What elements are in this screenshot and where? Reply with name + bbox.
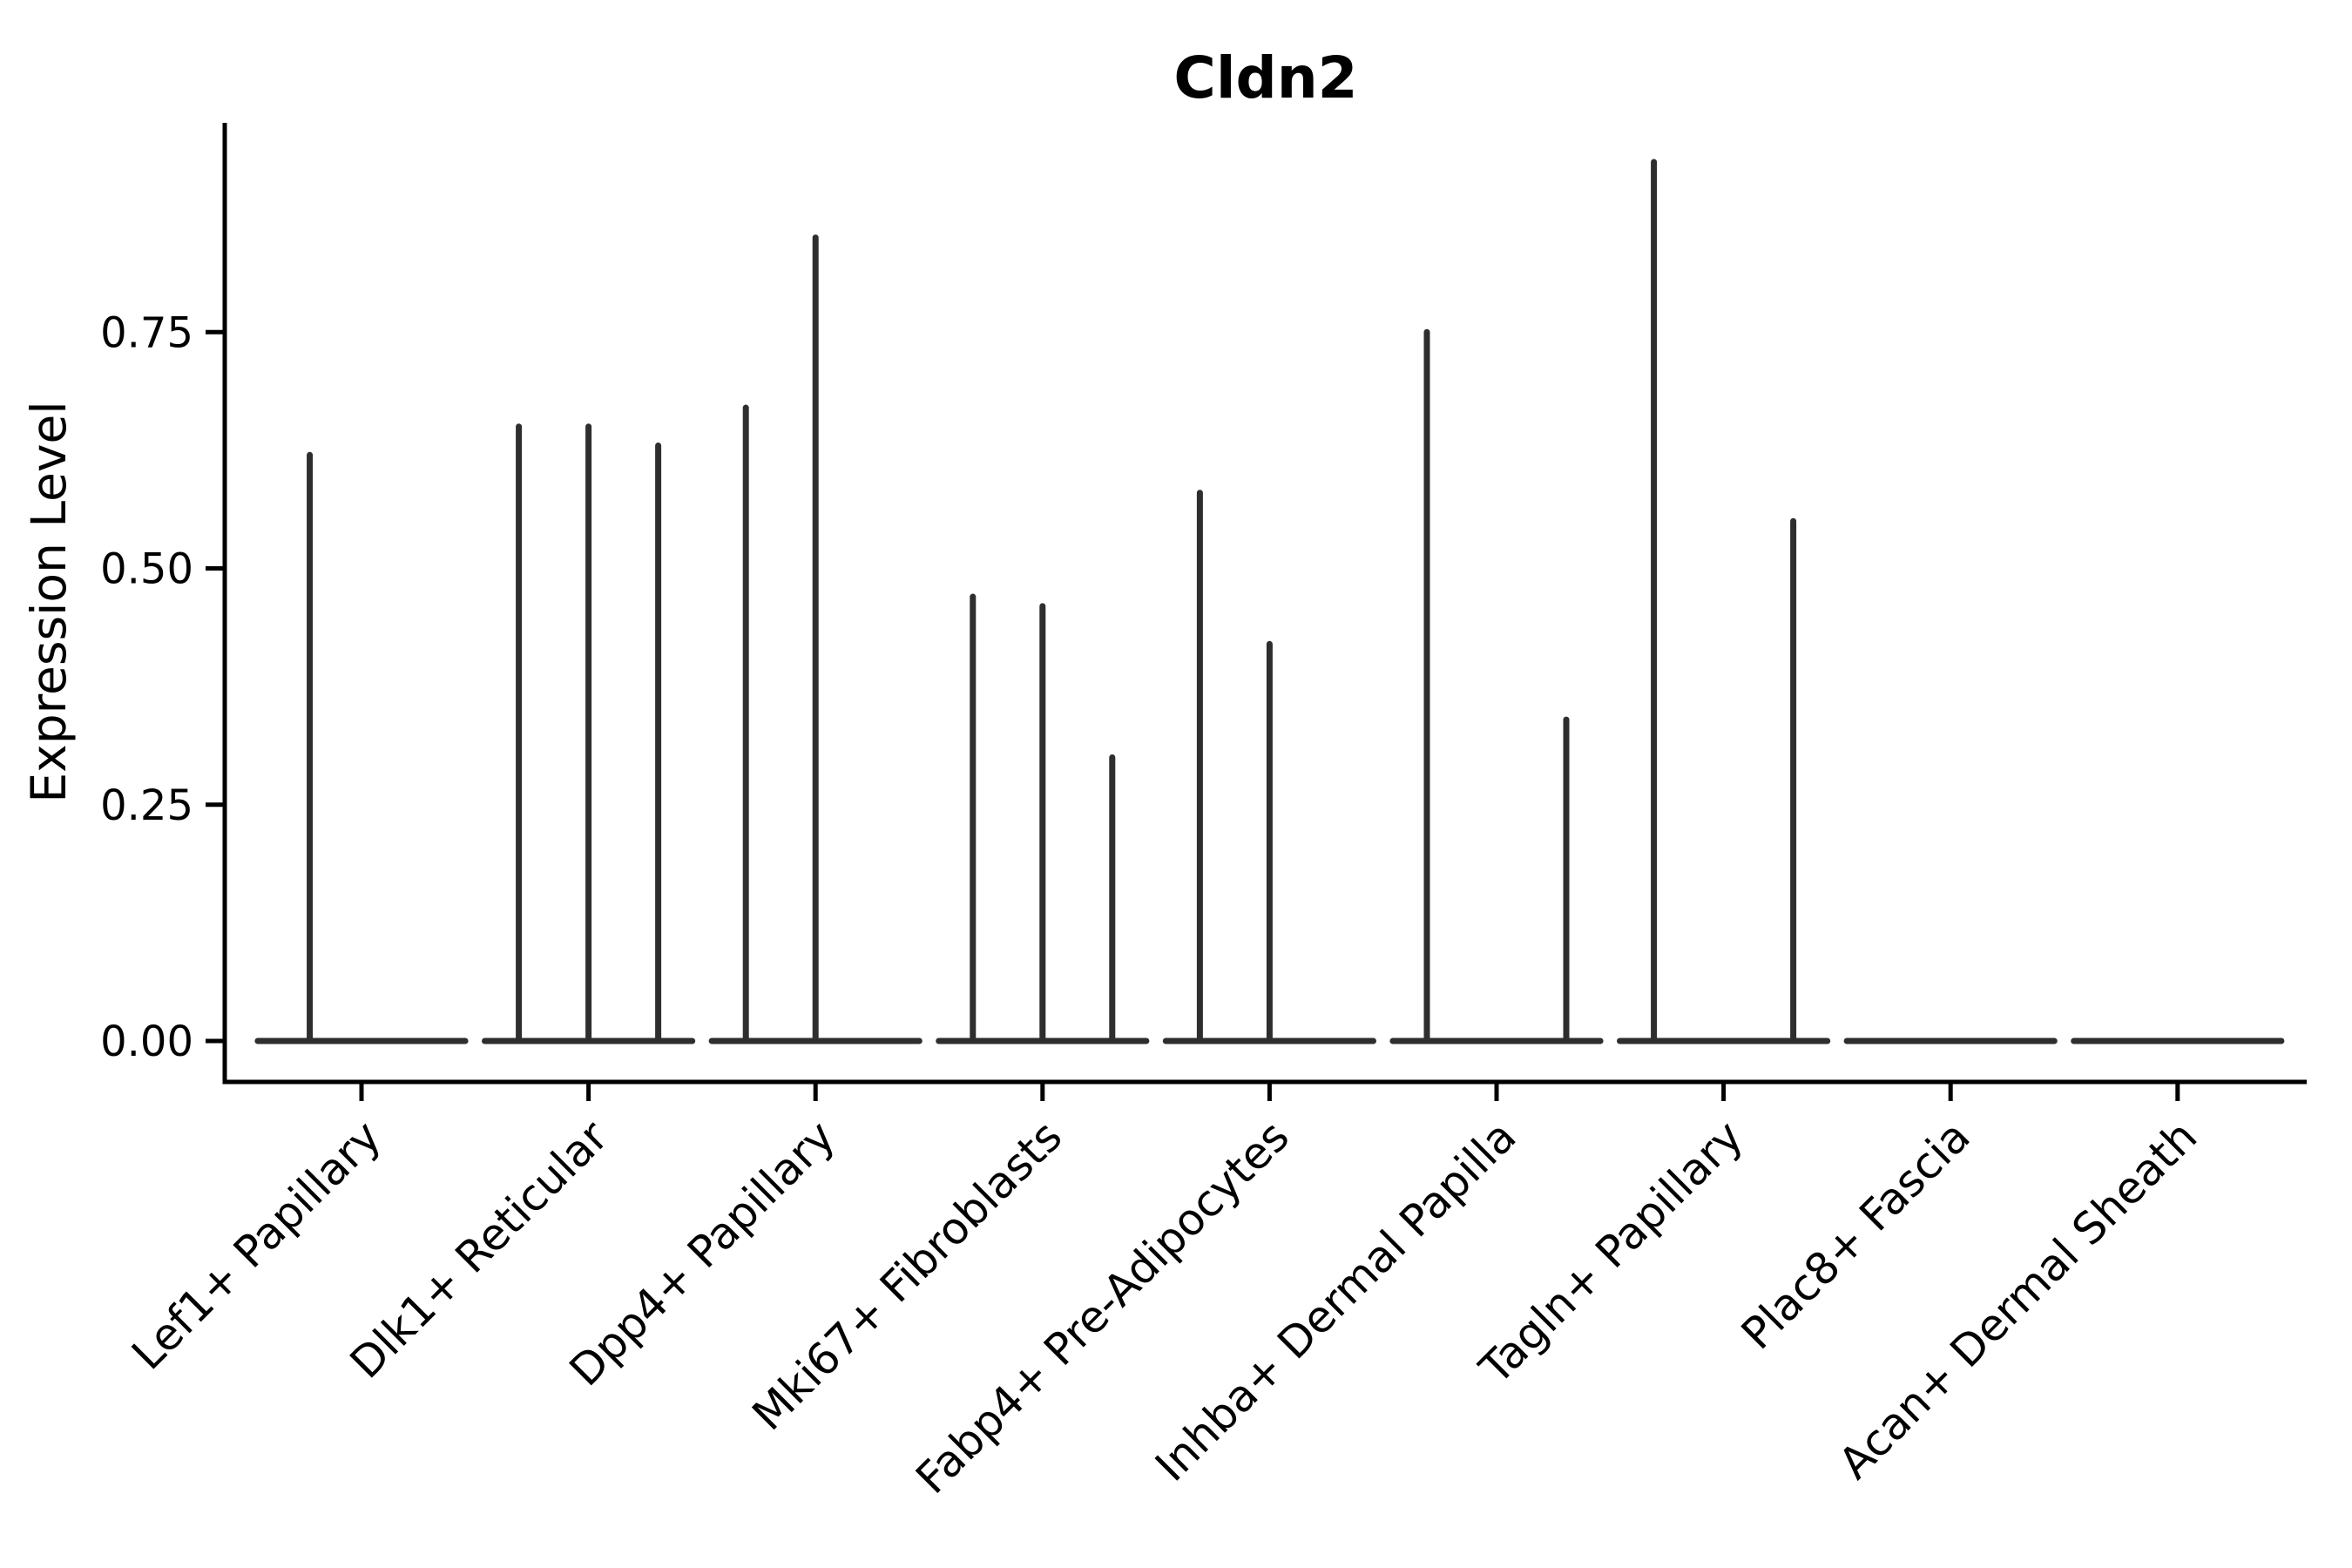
x-tick-label: Acan+ Dermal Sheath bbox=[1829, 1111, 2207, 1489]
violin bbox=[1162, 490, 1376, 1044]
violin bbox=[1617, 159, 1831, 1044]
x-tick-label: Fabp4+ Pre-Adipocytes bbox=[906, 1111, 1299, 1504]
y-tick-label: 0.00 bbox=[100, 1017, 193, 1066]
chart-title: Cldn2 bbox=[1173, 44, 1357, 112]
violin bbox=[482, 423, 696, 1044]
violin bbox=[936, 593, 1150, 1044]
y-tick-label: 0.25 bbox=[100, 781, 193, 830]
x-tick-label: Plac8+ Fascia bbox=[1732, 1111, 1980, 1359]
violin bbox=[254, 451, 469, 1044]
axes bbox=[222, 123, 2307, 1085]
y-tick-label: 0.50 bbox=[100, 545, 193, 594]
y-axis-ticks: 0.00 0.25 0.50 0.75 bbox=[100, 308, 225, 1066]
x-tick-label: Lef1+ Papillary bbox=[122, 1111, 390, 1379]
y-tick-label: 0.75 bbox=[100, 308, 193, 357]
y-axis-label: Expression Level bbox=[21, 401, 77, 802]
violin bbox=[1389, 328, 1604, 1044]
violin bbox=[708, 234, 923, 1044]
violin-series bbox=[254, 159, 2285, 1044]
x-tick-label: Inhba+ Dermal Papilla bbox=[1146, 1111, 1525, 1490]
